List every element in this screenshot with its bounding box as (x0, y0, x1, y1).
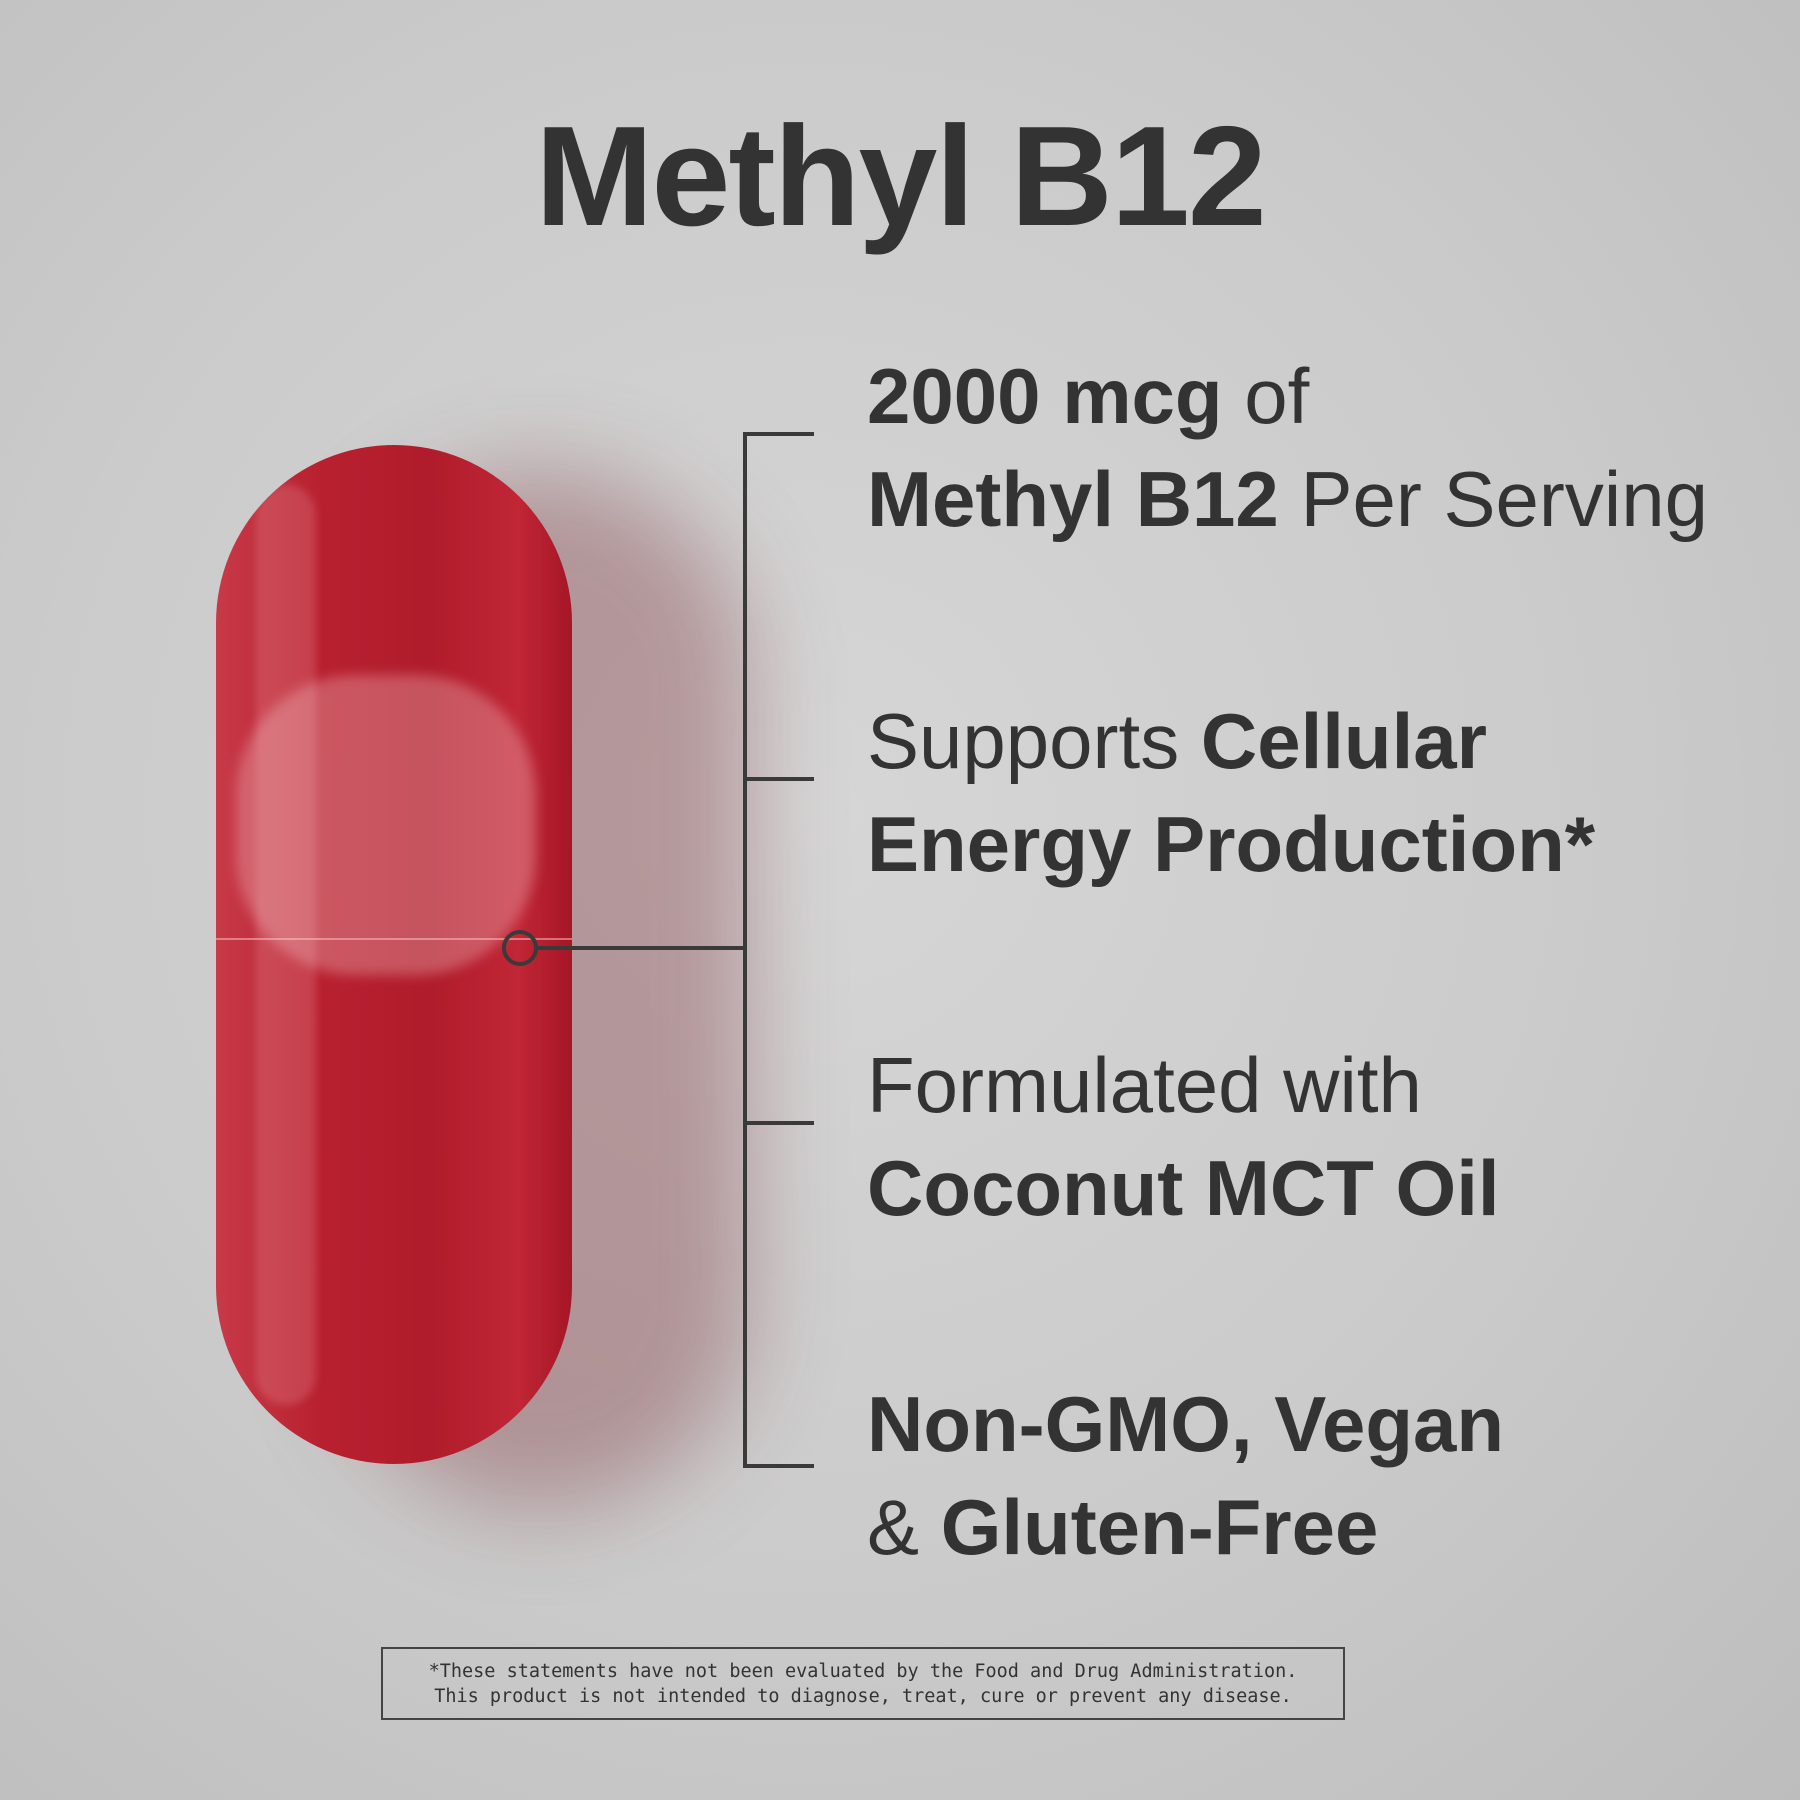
feature-text: * (1564, 800, 1596, 888)
feature-dietary: Non-GMO, Vegan & Gluten-Free (867, 1373, 1504, 1579)
disclaimer-line: *These statements have not been evaluate… (428, 1661, 1298, 1682)
feature-text-bold: Gluten-Free (940, 1483, 1379, 1571)
feature-text: of (1222, 352, 1310, 440)
feature-energy: Supports Cellular Energy Production* (867, 690, 1595, 896)
capsule-seam (216, 938, 572, 940)
feature-dose: 2000 mcg of Methyl B12 Per Serving (867, 345, 1708, 551)
feature-text: Per Serving (1278, 455, 1708, 543)
fda-disclaimer: *These statements have not been evaluate… (381, 1647, 1345, 1720)
page-title: Methyl B12 (535, 97, 1267, 256)
feature-text: Supports (867, 697, 1201, 785)
capsule-image (216, 445, 572, 1464)
feature-text-bold: Coconut MCT Oil (867, 1144, 1500, 1232)
feature-text-bold: Methyl B12 (867, 455, 1279, 543)
feature-text-bold: Cellular (1200, 697, 1487, 785)
feature-text: Formulated with (867, 1041, 1422, 1129)
feature-text: & (867, 1483, 941, 1571)
feature-text-bold: Non-GMO, Vegan (867, 1380, 1505, 1468)
feature-text-bold: Energy Production (867, 800, 1565, 888)
feature-text-bold: 2000 mcg (867, 352, 1223, 440)
feature-mct: Formulated with Coconut MCT Oil (867, 1034, 1500, 1240)
capsule-highlight (236, 675, 536, 975)
pointer-circle (502, 930, 538, 966)
disclaimer-line: This product is not intended to diagnose… (434, 1686, 1292, 1707)
capsule-highlight (256, 485, 316, 1405)
